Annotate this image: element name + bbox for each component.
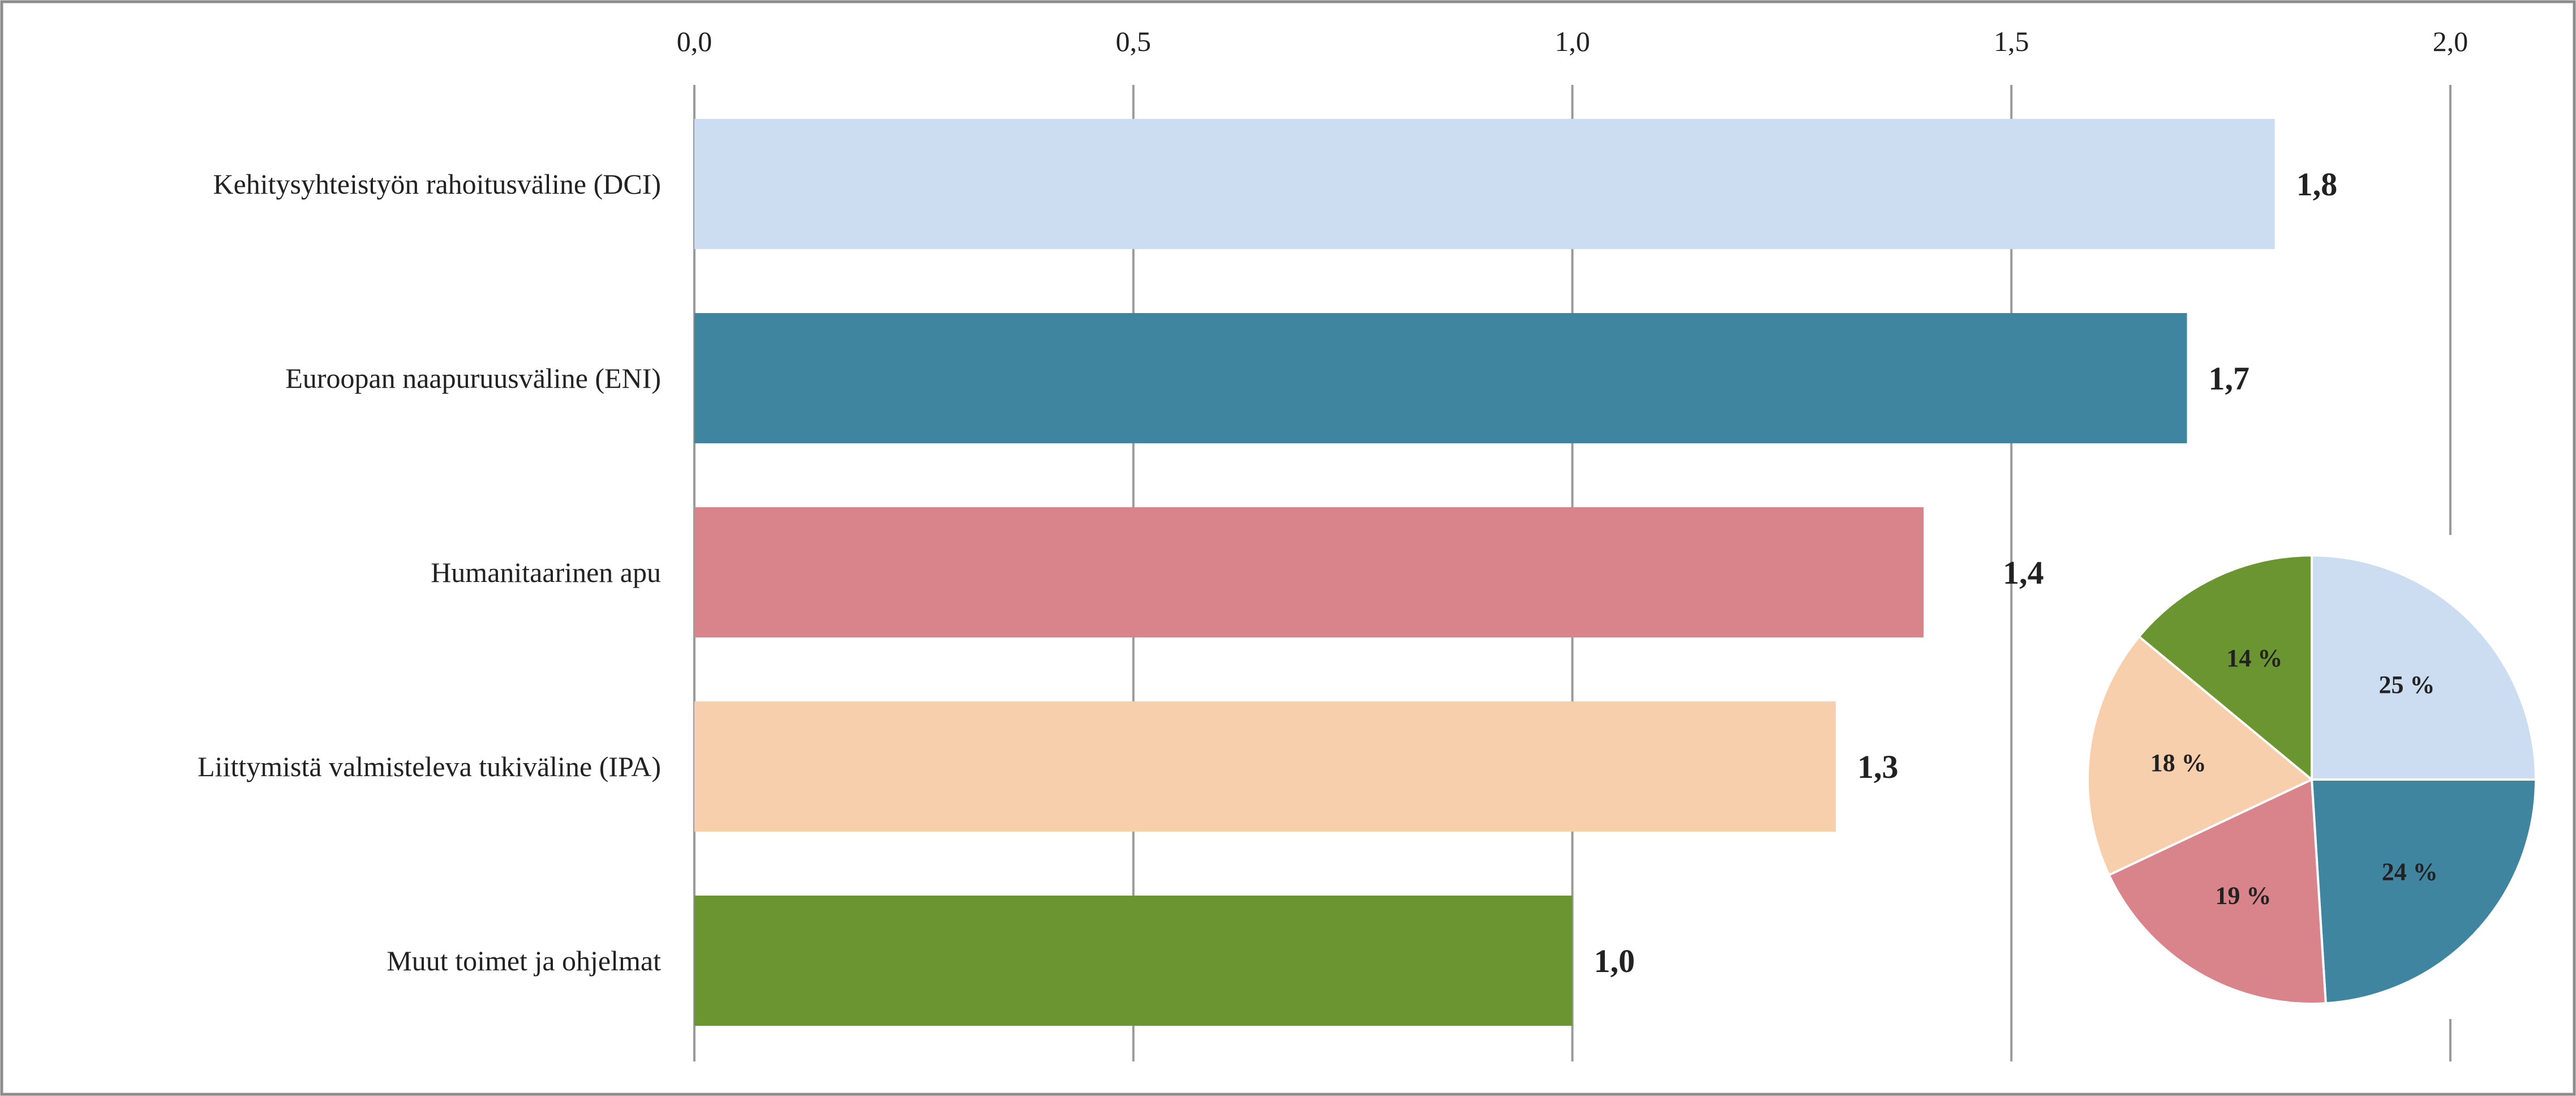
x-tick-label: 1,5 — [1994, 25, 2029, 57]
pie-slice — [2137, 554, 2313, 782]
category-label: Liittymistä valmisteleva tukiväline (IPA… — [198, 751, 661, 782]
bar — [694, 313, 2187, 443]
category-label: Humanitaarinen apu — [431, 556, 661, 588]
x-tick-label: 2,0 — [2433, 25, 2468, 57]
category-label: Muut toimet ja ohjelmat — [387, 945, 661, 977]
data-label: 1,8 — [2296, 166, 2338, 203]
pie-slice-label: 14 % — [2226, 644, 2282, 672]
bar-series: Kehitysyhteistyön rahoitusväline (DCI) 1,… — [198, 119, 2337, 1026]
category-label: Euroopan naapuruusväline (ENI) — [285, 362, 661, 394]
x-tick-label: 1,0 — [1555, 25, 1590, 57]
data-label: 1,3 — [1857, 748, 1899, 785]
bar — [694, 119, 2275, 249]
pie-slice-label: 19 % — [2216, 882, 2272, 910]
pie-slice-label: 24 % — [2382, 858, 2438, 886]
pie-slice-label: 18 % — [2150, 749, 2206, 777]
bar — [694, 701, 1836, 832]
pie-chart: 25 % 24 % 19 % 18 % 14 % — [2086, 554, 2538, 1005]
x-tick-label: 0,5 — [1116, 25, 1152, 57]
pie-slice — [2310, 778, 2538, 1005]
x-axis-ticks: 0,0 0,5 1,0 1,5 2,0 — [677, 25, 2468, 57]
bar — [694, 507, 1924, 637]
data-label: 1,4 — [2003, 554, 2044, 591]
pie-slice-label: 25 % — [2379, 671, 2435, 699]
pie-slice — [2311, 554, 2538, 781]
data-label: 1,0 — [1594, 943, 1635, 979]
data-label: 1,7 — [2209, 360, 2250, 397]
pie-slice — [2086, 635, 2314, 877]
bar — [694, 896, 1573, 1026]
pie-slice — [2107, 777, 2327, 1005]
x-tick-label: 0,0 — [677, 25, 712, 57]
category-label: Kehitysyhteistyön rahoitusväline (DCI) — [213, 168, 661, 200]
